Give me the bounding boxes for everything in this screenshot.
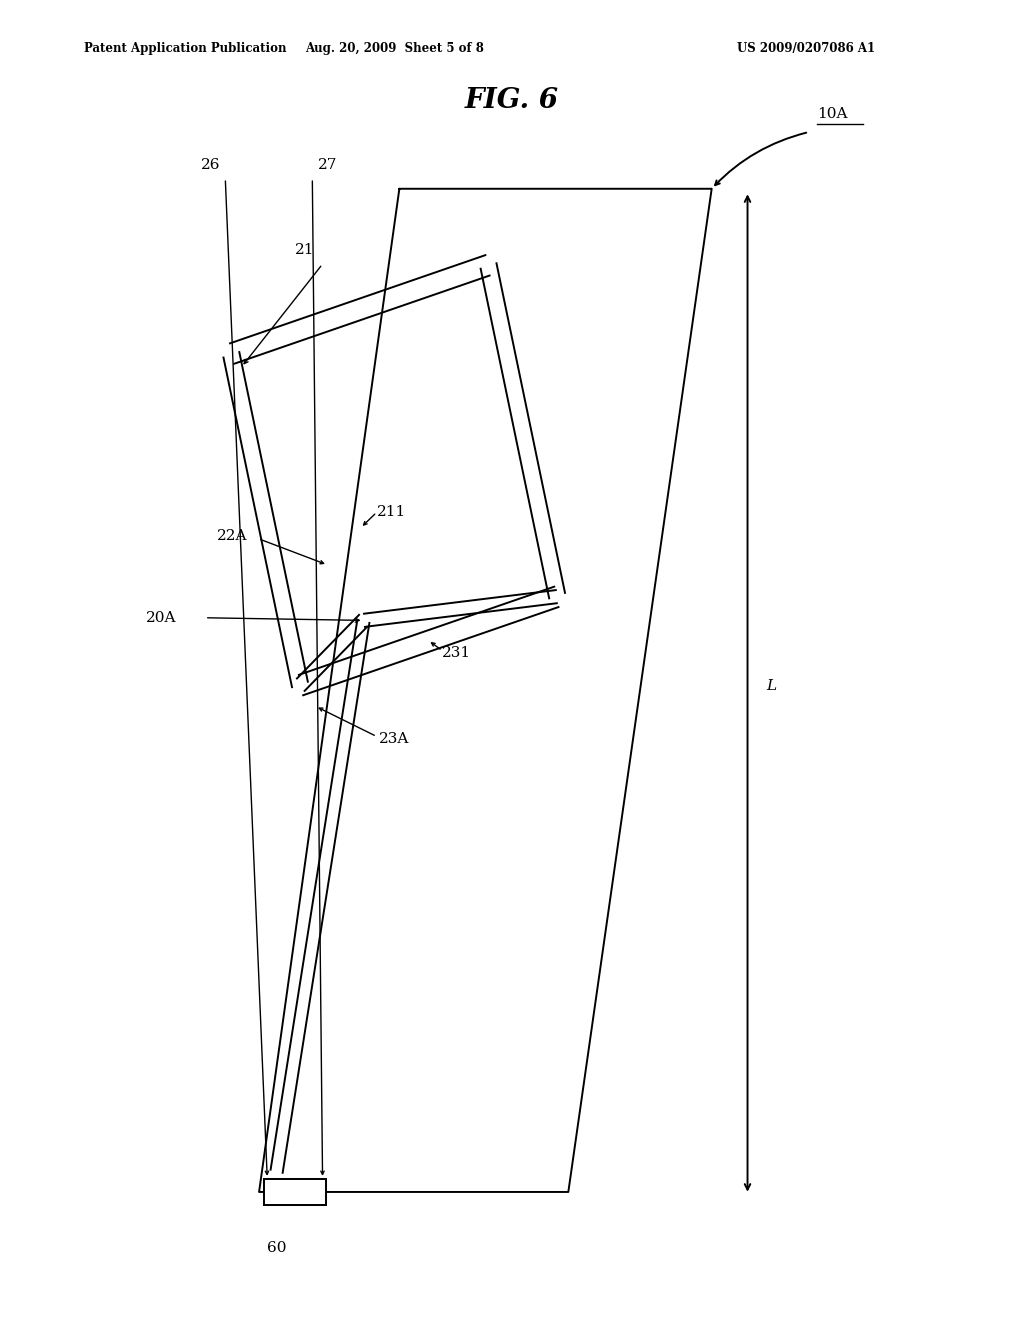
Text: 23A: 23A (379, 733, 410, 746)
Text: L: L (766, 680, 776, 693)
Text: 20A: 20A (145, 611, 176, 624)
Bar (269, 1183, 321, 1201)
Text: 21: 21 (295, 243, 315, 257)
Text: 26: 26 (201, 157, 220, 172)
Bar (264, 1179, 326, 1205)
Text: Aug. 20, 2009  Sheet 5 of 8: Aug. 20, 2009 Sheet 5 of 8 (305, 42, 483, 55)
Text: 60: 60 (266, 1241, 287, 1255)
Text: 22A: 22A (217, 529, 248, 543)
Text: 10A: 10A (817, 107, 848, 121)
Text: 27: 27 (317, 157, 337, 172)
Bar (264, 1179, 326, 1205)
Text: 211: 211 (377, 506, 407, 519)
Text: Patent Application Publication: Patent Application Publication (84, 42, 287, 55)
Text: US 2009/0207086 A1: US 2009/0207086 A1 (737, 42, 876, 55)
Text: 231: 231 (442, 647, 471, 660)
Text: FIG. 6: FIG. 6 (465, 87, 559, 114)
